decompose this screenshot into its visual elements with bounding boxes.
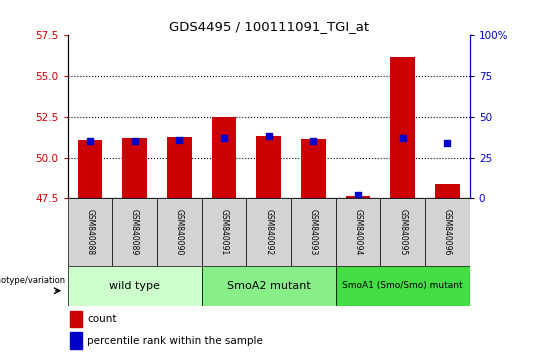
Bar <box>68 198 112 266</box>
Text: percentile rank within the sample: percentile rank within the sample <box>87 336 263 346</box>
Bar <box>291 198 336 266</box>
Text: genotype/variation: genotype/variation <box>0 276 66 285</box>
Point <box>85 138 94 144</box>
Title: GDS4495 / 100111091_TGI_at: GDS4495 / 100111091_TGI_at <box>168 20 369 33</box>
Point <box>399 135 407 141</box>
Text: GSM840089: GSM840089 <box>130 209 139 255</box>
Point <box>309 138 318 144</box>
Bar <box>201 266 336 306</box>
Bar <box>425 198 470 266</box>
Text: SmoA2 mutant: SmoA2 mutant <box>227 281 310 291</box>
Bar <box>78 139 102 198</box>
Bar <box>167 137 192 198</box>
Text: GSM840096: GSM840096 <box>443 209 452 255</box>
Text: GSM840088: GSM840088 <box>85 209 94 255</box>
Text: wild type: wild type <box>109 281 160 291</box>
Point <box>443 140 452 146</box>
Bar <box>301 139 326 198</box>
Point <box>354 192 362 198</box>
Text: GSM840093: GSM840093 <box>309 209 318 255</box>
Bar <box>336 266 470 306</box>
Bar <box>201 198 246 266</box>
Text: GSM840094: GSM840094 <box>354 209 362 255</box>
Bar <box>112 198 157 266</box>
Point <box>220 135 228 141</box>
Bar <box>390 57 415 198</box>
Point <box>265 133 273 139</box>
Point <box>130 138 139 144</box>
Text: SmoA1 (Smo/Smo) mutant: SmoA1 (Smo/Smo) mutant <box>342 281 463 290</box>
Bar <box>256 136 281 198</box>
Bar <box>70 332 82 349</box>
Point <box>175 137 184 142</box>
Bar <box>157 198 201 266</box>
Bar <box>212 117 236 198</box>
Bar <box>70 311 82 327</box>
Bar <box>246 198 291 266</box>
Bar <box>435 184 460 198</box>
Text: GSM840095: GSM840095 <box>399 209 407 255</box>
Text: GSM840091: GSM840091 <box>219 209 228 255</box>
Bar <box>68 266 201 306</box>
Bar <box>122 138 147 198</box>
Text: GSM840090: GSM840090 <box>175 209 184 255</box>
Text: GSM840092: GSM840092 <box>264 209 273 255</box>
Bar <box>336 198 380 266</box>
Bar <box>346 196 370 198</box>
Text: count: count <box>87 314 117 324</box>
Bar <box>380 198 425 266</box>
